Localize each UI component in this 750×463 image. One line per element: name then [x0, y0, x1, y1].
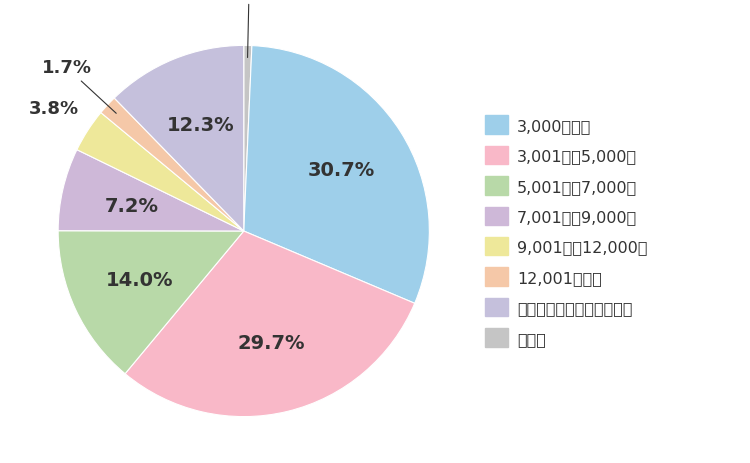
Text: 12.3%: 12.3%	[166, 116, 234, 135]
Text: 14.0%: 14.0%	[106, 271, 173, 290]
Text: 7.2%: 7.2%	[105, 196, 159, 215]
Legend: 3,000円以下, 3,001円〜5,000円, 5,001円〜7,000円, 7,001円〜9,000円, 9,001円〜12,000円, 12,001円以上: 3,000円以下, 3,001円〜5,000円, 5,001円〜7,000円, …	[481, 111, 652, 352]
Text: 29.7%: 29.7%	[237, 334, 304, 352]
Wedge shape	[100, 99, 244, 232]
Text: 3.8%: 3.8%	[28, 100, 79, 118]
Wedge shape	[244, 46, 252, 232]
Wedge shape	[77, 113, 244, 232]
Wedge shape	[114, 46, 244, 232]
Text: 1.7%: 1.7%	[41, 59, 116, 114]
Wedge shape	[125, 232, 415, 417]
Text: 30.7%: 30.7%	[308, 161, 375, 180]
Wedge shape	[58, 231, 244, 374]
Text: 0.7%: 0.7%	[224, 0, 274, 58]
Wedge shape	[58, 150, 244, 232]
Wedge shape	[244, 46, 429, 304]
